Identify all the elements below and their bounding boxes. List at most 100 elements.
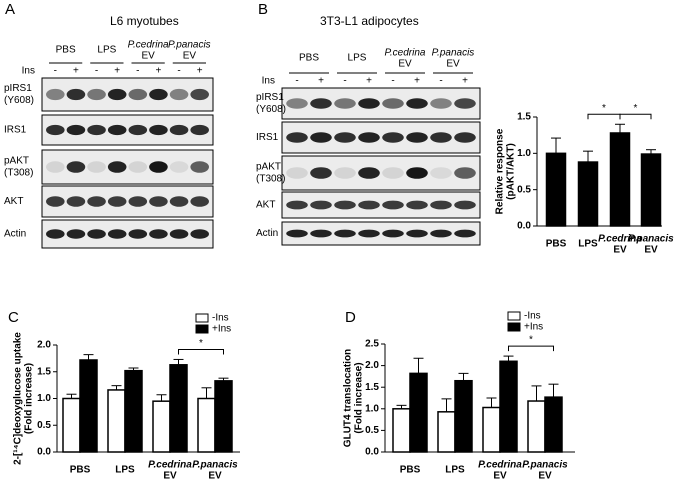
significance-bracket xyxy=(508,345,554,352)
blot-title: L6 myotubes xyxy=(110,14,179,28)
y-axis-label: GLUT4 translocation xyxy=(343,349,354,447)
band xyxy=(149,88,168,101)
panel-label: A xyxy=(5,1,15,18)
band xyxy=(169,196,189,207)
band xyxy=(87,229,106,239)
x-tick-label: P.panacis EV xyxy=(192,459,238,481)
ins-sign: + xyxy=(318,76,324,87)
band xyxy=(87,196,106,207)
band xyxy=(128,196,148,207)
bar xyxy=(640,153,662,227)
band xyxy=(310,132,332,143)
band xyxy=(149,229,168,239)
blot-frame xyxy=(281,221,481,246)
ins-sign: - xyxy=(54,66,57,77)
band xyxy=(66,161,86,173)
bar xyxy=(437,411,456,453)
y-tick-label: 1.5 xyxy=(517,112,531,123)
row-label: pIRS1 xyxy=(256,92,284,103)
band xyxy=(358,167,380,179)
ins-sign: + xyxy=(414,76,420,87)
x-tick-label: PBS xyxy=(70,465,91,476)
band xyxy=(46,88,65,101)
band xyxy=(107,88,127,101)
ins-sign: - xyxy=(343,76,346,87)
group-label: P.panacis EV xyxy=(432,47,475,69)
ins-sign: - xyxy=(95,66,98,77)
significance-label: * xyxy=(199,338,203,349)
x-tick-label: LPS xyxy=(578,239,598,250)
band xyxy=(334,167,356,179)
band xyxy=(169,124,189,136)
bar xyxy=(62,397,81,453)
band xyxy=(382,98,404,109)
y-tick-label: 0.5 xyxy=(365,425,379,436)
row-label: (T308) xyxy=(4,168,33,179)
band xyxy=(46,229,65,239)
y-tick-label: 1.5 xyxy=(365,382,379,393)
band xyxy=(46,196,65,207)
band xyxy=(46,124,65,136)
y-axis-label: (Fold increase) xyxy=(24,363,35,434)
y-tick-label: 2.0 xyxy=(37,340,51,351)
band xyxy=(358,229,380,238)
ins-sign: + xyxy=(462,76,468,87)
row-label: pIRS1 xyxy=(4,83,32,94)
band xyxy=(128,161,148,173)
group-label: PBS xyxy=(56,45,76,56)
group-label: P.cedrina EV xyxy=(128,39,169,61)
bar xyxy=(577,161,599,227)
band xyxy=(310,98,332,109)
y-tick-label: 1.0 xyxy=(365,403,379,414)
band xyxy=(310,167,332,179)
band xyxy=(334,132,356,143)
band xyxy=(66,196,86,207)
y-tick-label: 0.0 xyxy=(365,447,379,458)
band xyxy=(190,124,209,136)
ins-sign: + xyxy=(366,76,372,87)
y-tick-label: 0.0 xyxy=(37,447,51,458)
band xyxy=(334,229,356,238)
band xyxy=(406,229,428,238)
band xyxy=(169,229,189,239)
row-label: pAKT xyxy=(4,156,29,167)
band xyxy=(406,200,428,210)
x-tick-label: LPS xyxy=(445,465,465,476)
band xyxy=(430,229,452,238)
bar xyxy=(152,400,171,453)
band xyxy=(149,161,168,173)
y-tick-label: 1.5 xyxy=(37,366,51,377)
ins-sign: + xyxy=(73,66,79,77)
row-label: AKT xyxy=(4,196,23,207)
band xyxy=(169,161,189,173)
ins-sign: + xyxy=(197,66,203,77)
x-tick-label: P.cedrina EV xyxy=(148,459,192,481)
panel-label: C xyxy=(8,309,19,326)
row-label: Actin xyxy=(256,228,278,239)
panel-label: D xyxy=(345,309,356,326)
band xyxy=(107,229,127,239)
bar xyxy=(454,379,473,453)
band xyxy=(454,132,476,143)
band xyxy=(430,200,452,210)
ins-sign: + xyxy=(156,66,162,77)
row-label: (T308) xyxy=(256,174,285,185)
legend-swatch xyxy=(507,322,521,332)
group-label: PBS xyxy=(299,53,319,64)
band xyxy=(87,124,106,136)
y-tick-label: 2.0 xyxy=(365,360,379,371)
row-label: Actin xyxy=(4,229,26,240)
bar xyxy=(197,397,216,453)
band xyxy=(310,229,332,238)
bar xyxy=(499,360,518,453)
row-label: pAKT xyxy=(256,162,281,173)
y-axis-label: (pAKT/AKT) xyxy=(506,143,517,200)
band xyxy=(406,132,428,143)
band xyxy=(66,229,86,239)
band xyxy=(286,167,308,179)
ins-sign: - xyxy=(177,66,180,77)
x-tick-label: LPS xyxy=(115,465,135,476)
band xyxy=(190,196,209,207)
ins-label: Ins xyxy=(22,66,35,77)
band xyxy=(107,124,127,136)
